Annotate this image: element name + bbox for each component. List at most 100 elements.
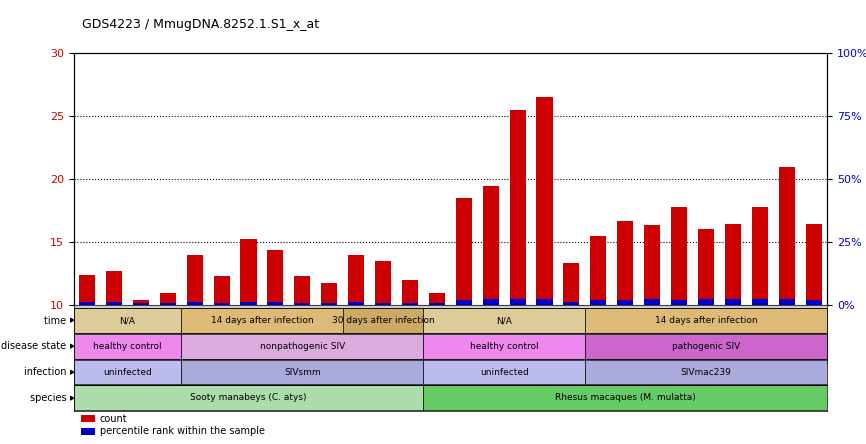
Text: Rhesus macaques (M. mulatta): Rhesus macaques (M. mulatta) bbox=[555, 393, 695, 402]
Bar bbox=[423, 334, 585, 359]
Bar bbox=[725, 299, 741, 305]
Bar bbox=[779, 299, 795, 305]
Text: SIVsmm: SIVsmm bbox=[284, 368, 320, 377]
Bar bbox=[181, 360, 423, 385]
Bar bbox=[106, 301, 122, 305]
Bar bbox=[536, 97, 553, 305]
Text: GSM440083: GSM440083 bbox=[782, 310, 792, 357]
Bar bbox=[752, 207, 768, 305]
Bar bbox=[214, 277, 229, 305]
Text: GSM440080: GSM440080 bbox=[701, 310, 710, 357]
Text: SIVmac239: SIVmac239 bbox=[681, 368, 732, 377]
Text: GSM440065: GSM440065 bbox=[298, 310, 307, 357]
Bar bbox=[779, 167, 795, 305]
Text: GSM440077: GSM440077 bbox=[621, 310, 630, 357]
Text: GSM440057: GSM440057 bbox=[82, 310, 92, 357]
Bar bbox=[106, 271, 122, 305]
Bar bbox=[321, 283, 337, 305]
Bar bbox=[644, 225, 660, 305]
Text: 14 days after infection: 14 days after infection bbox=[210, 316, 313, 325]
Text: GSM440068: GSM440068 bbox=[378, 310, 388, 357]
Bar bbox=[591, 236, 606, 305]
Text: GSM440069: GSM440069 bbox=[405, 310, 415, 357]
Bar bbox=[563, 301, 579, 305]
Bar bbox=[181, 308, 343, 333]
Bar bbox=[268, 301, 283, 305]
Text: GSM440084: GSM440084 bbox=[809, 310, 818, 357]
Bar bbox=[348, 301, 365, 305]
Text: ▶: ▶ bbox=[70, 317, 75, 324]
Bar bbox=[423, 385, 827, 410]
Bar bbox=[644, 299, 660, 305]
Text: GSM440058: GSM440058 bbox=[109, 310, 119, 357]
Bar bbox=[79, 301, 95, 305]
Bar bbox=[617, 221, 633, 305]
Bar bbox=[132, 301, 149, 305]
Text: species: species bbox=[29, 393, 69, 403]
Bar bbox=[509, 299, 526, 305]
Text: pathogenic SIV: pathogenic SIV bbox=[672, 342, 740, 351]
Bar bbox=[241, 301, 256, 305]
Bar bbox=[294, 303, 310, 305]
Text: Sooty manabeys (C. atys): Sooty manabeys (C. atys) bbox=[191, 393, 307, 402]
Text: ▶: ▶ bbox=[70, 369, 75, 375]
Text: GSM440081: GSM440081 bbox=[728, 310, 737, 357]
Text: GSM440070: GSM440070 bbox=[432, 310, 442, 357]
Text: GSM440061: GSM440061 bbox=[191, 310, 199, 357]
Bar bbox=[74, 308, 181, 333]
Bar bbox=[402, 303, 418, 305]
Bar bbox=[456, 198, 472, 305]
Text: GSM440073: GSM440073 bbox=[513, 310, 522, 357]
Bar bbox=[429, 303, 445, 305]
Text: disease state: disease state bbox=[1, 341, 69, 351]
Bar bbox=[671, 207, 687, 305]
Bar bbox=[698, 229, 714, 305]
Text: GSM440071: GSM440071 bbox=[459, 310, 469, 357]
Text: 30 days after infection: 30 days after infection bbox=[332, 316, 435, 325]
Bar bbox=[752, 299, 768, 305]
Bar bbox=[81, 428, 94, 435]
Text: GSM440067: GSM440067 bbox=[352, 310, 360, 357]
Bar bbox=[725, 223, 741, 305]
Bar bbox=[402, 280, 418, 305]
Text: percentile rank within the sample: percentile rank within the sample bbox=[100, 427, 265, 436]
Text: uninfected: uninfected bbox=[480, 368, 528, 377]
Bar bbox=[79, 275, 95, 305]
Text: GSM440062: GSM440062 bbox=[217, 310, 226, 357]
Bar bbox=[159, 303, 176, 305]
Text: GSM440063: GSM440063 bbox=[244, 310, 253, 357]
Text: GSM440074: GSM440074 bbox=[540, 310, 549, 357]
Bar bbox=[429, 293, 445, 305]
Bar bbox=[671, 301, 687, 305]
Bar bbox=[214, 303, 229, 305]
Bar bbox=[321, 303, 337, 305]
Bar bbox=[294, 277, 310, 305]
Bar bbox=[482, 299, 499, 305]
Text: GSM440076: GSM440076 bbox=[594, 310, 603, 357]
Text: ▶: ▶ bbox=[70, 343, 75, 349]
Text: GSM440082: GSM440082 bbox=[755, 310, 765, 357]
Bar bbox=[509, 110, 526, 305]
Bar bbox=[187, 301, 203, 305]
Bar bbox=[241, 238, 256, 305]
Text: N/A: N/A bbox=[496, 316, 512, 325]
Text: GSM440060: GSM440060 bbox=[164, 310, 172, 357]
Bar bbox=[585, 334, 827, 359]
Text: time: time bbox=[44, 316, 69, 325]
Bar bbox=[805, 223, 822, 305]
Text: GSM440059: GSM440059 bbox=[136, 310, 145, 357]
Bar bbox=[617, 301, 633, 305]
Text: 14 days after infection: 14 days after infection bbox=[655, 316, 757, 325]
Bar bbox=[268, 250, 283, 305]
Bar bbox=[375, 303, 391, 305]
Text: ▶: ▶ bbox=[70, 395, 75, 401]
Bar bbox=[181, 334, 423, 359]
Text: GSM440072: GSM440072 bbox=[486, 310, 495, 357]
Text: GDS4223 / MmugDNA.8252.1.S1_x_at: GDS4223 / MmugDNA.8252.1.S1_x_at bbox=[82, 18, 320, 31]
Bar bbox=[536, 299, 553, 305]
Bar bbox=[805, 301, 822, 305]
Bar bbox=[423, 308, 585, 333]
Text: GSM440079: GSM440079 bbox=[675, 310, 683, 357]
Text: uninfected: uninfected bbox=[103, 368, 152, 377]
Text: GSM440066: GSM440066 bbox=[325, 310, 333, 357]
